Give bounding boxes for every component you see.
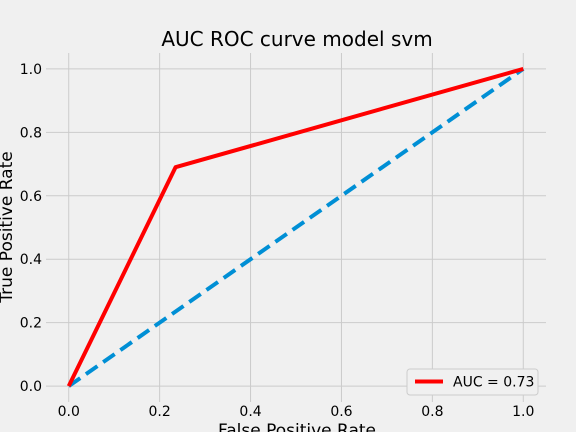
y-tick-label: 0.0 (20, 379, 42, 395)
y-tick-label: 0.6 (20, 189, 42, 205)
legend: AUC = 0.73 (407, 369, 538, 395)
x-tick-label: 0.6 (330, 404, 352, 420)
y-tick-labels: 0.0 0.2 0.4 0.6 0.8 1.0 (20, 62, 42, 395)
x-tick-label: 0.4 (239, 404, 261, 420)
y-tick-label: 0.4 (20, 252, 42, 268)
chance-diagonal-line (69, 69, 524, 386)
x-tick-labels: 0.0 0.2 0.4 0.6 0.8 1.0 (58, 404, 535, 420)
y-tick-label: 0.2 (20, 316, 42, 332)
y-tick-label: 1.0 (20, 62, 42, 78)
y-axis-label: True Positive Rate (0, 151, 17, 303)
x-tick-label: 1.0 (512, 404, 534, 420)
legend-entry-label: AUC = 0.73 (453, 375, 534, 391)
data-series (69, 69, 524, 386)
x-tick-label: 0.0 (58, 404, 80, 420)
x-axis-label: False Positive Rate (218, 421, 376, 432)
y-tick-label: 0.8 (20, 125, 42, 141)
x-tick-label: 0.8 (421, 404, 443, 420)
x-tick-label: 0.2 (149, 404, 171, 420)
chart-title: AUC ROC curve model svm (161, 27, 432, 51)
